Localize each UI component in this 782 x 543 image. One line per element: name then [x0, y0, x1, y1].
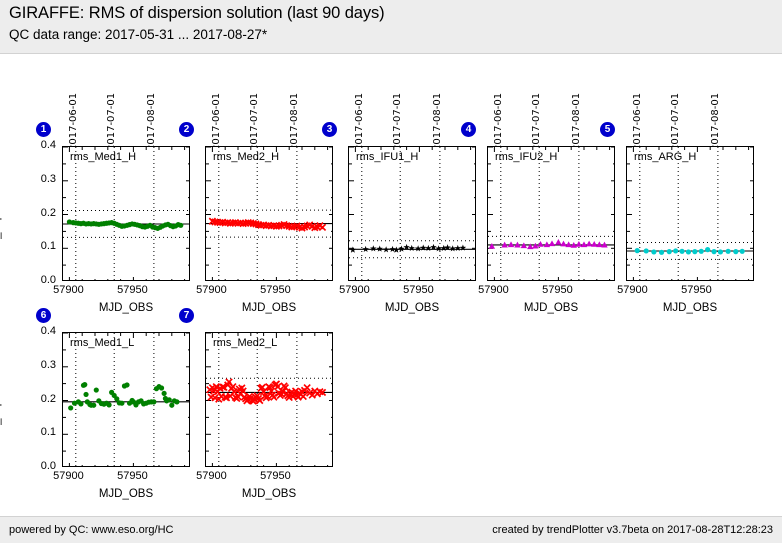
date-tick-label: 2017-08-01 [431, 92, 443, 151]
date-tick-label: 2017-06-01 [67, 92, 79, 151]
page-title: GIRAFFE: RMS of dispersion solution (las… [9, 4, 385, 22]
footer-credit: powered by QC: www.eso.org/HC [9, 524, 174, 536]
y-tick-label: 0.2 [40, 206, 56, 219]
y-tick-label: 0.2 [40, 392, 56, 405]
date-tick-label: 2017-07-01 [106, 92, 118, 151]
x-tick-label: 57950 [117, 470, 148, 482]
x-axis-title: MJD_OBS [523, 302, 579, 314]
date-tick-label: 2017-08-01 [288, 92, 300, 151]
date-tick-label: 2017-08-01 [709, 92, 721, 151]
plot-frame-1: rms_Med1_H [62, 146, 190, 281]
y-tick-label: 0.4 [40, 325, 56, 337]
panel-badge-6[interactable]: 6 [36, 308, 51, 323]
x-tick-label: 57950 [117, 284, 148, 296]
date-tick-label: 2017-06-01 [492, 92, 504, 151]
plot-frame-3: rms_IFU1_H [348, 146, 476, 281]
x-tick-label: 57900 [339, 284, 370, 296]
y-tick-label: 0.3 [40, 358, 56, 371]
date-tick-label: 2017-06-01 [631, 92, 643, 151]
date-tick-label: 2017-06-01 [353, 92, 365, 151]
panel-title-6: rms_Med1_L [70, 337, 135, 349]
date-tick-label: 2017-06-01 [210, 92, 222, 151]
x-axis-title: MJD_OBS [662, 302, 718, 314]
x-tick-label: 57950 [260, 470, 291, 482]
x-axis-title: MJD_OBS [241, 302, 297, 314]
panel-badge-7[interactable]: 7 [179, 308, 194, 323]
x-tick-label: 57950 [260, 284, 291, 296]
x-tick-label: 57900 [53, 284, 84, 296]
y-axis-title: rms_fit/pix [0, 205, 2, 258]
panel-badge-2[interactable]: 2 [179, 122, 194, 137]
x-tick-label: 57900 [196, 284, 227, 296]
x-tick-label: 57950 [681, 284, 712, 296]
x-axis-title: MJD_OBS [98, 488, 154, 500]
y-tick-label: 0.4 [40, 139, 56, 151]
header-band: GIRAFFE: RMS of dispersion solution (las… [0, 0, 782, 54]
plot-frame-4: rms_IFU2_H [487, 146, 615, 281]
date-tick-label: 2017-08-01 [145, 92, 157, 151]
y-tick-label: 0.1 [40, 426, 56, 439]
panel-title-3: rms_IFU1_H [356, 151, 419, 163]
y-tick-label: 0.0 [40, 460, 56, 472]
panel-badge-5[interactable]: 5 [600, 122, 615, 137]
x-tick-label: 57900 [53, 470, 84, 482]
y-tick-label: 0.1 [40, 240, 56, 253]
footer-band: powered by QC: www.eso.org/HC created by… [0, 516, 782, 543]
panel-title-4: rms_IFU2_H [495, 151, 558, 163]
date-tick-label: 2017-08-01 [570, 92, 582, 151]
date-tick-label: 2017-07-01 [670, 92, 682, 151]
date-tick-label: 2017-07-01 [531, 92, 543, 151]
panel-title-1: rms_Med1_H [70, 151, 137, 163]
x-tick-label: 57950 [542, 284, 573, 296]
footer-generator: created by trendPlotter v3.7beta on 2017… [492, 524, 773, 536]
x-axis-title: MJD_OBS [98, 302, 154, 314]
plot-frame-6: rms_Med1_L [62, 332, 190, 467]
x-axis-title: MJD_OBS [384, 302, 440, 314]
plot-frame-2: rms_Med2_H [205, 146, 333, 281]
date-tick-label: 2017-07-01 [392, 92, 404, 151]
panel-title-5: rms_ARG_H [634, 151, 697, 163]
x-tick-label: 57900 [617, 284, 648, 296]
y-tick-label: 0.0 [40, 274, 56, 286]
panel-title-7: rms_Med2_L [213, 337, 278, 349]
panel-title-2: rms_Med2_H [213, 151, 280, 163]
x-tick-label: 57900 [196, 470, 227, 482]
plot-frame-5: rms_ARG_H [626, 146, 754, 281]
y-axis-title: rms_fit/pix [0, 391, 2, 444]
x-tick-label: 57950 [403, 284, 434, 296]
panel-badge-3[interactable]: 3 [322, 122, 337, 137]
x-tick-label: 57900 [478, 284, 509, 296]
plot-frame-7: rms_Med2_L [205, 332, 333, 467]
x-axis-title: MJD_OBS [241, 488, 297, 500]
panel-badge-4[interactable]: 4 [461, 122, 476, 137]
page-subtitle: QC data range: 2017-05-31 ... 2017-08-27… [9, 27, 268, 42]
y-tick-label: 0.3 [40, 172, 56, 185]
panel-badge-1[interactable]: 1 [36, 122, 51, 137]
date-tick-label: 2017-07-01 [249, 92, 261, 151]
